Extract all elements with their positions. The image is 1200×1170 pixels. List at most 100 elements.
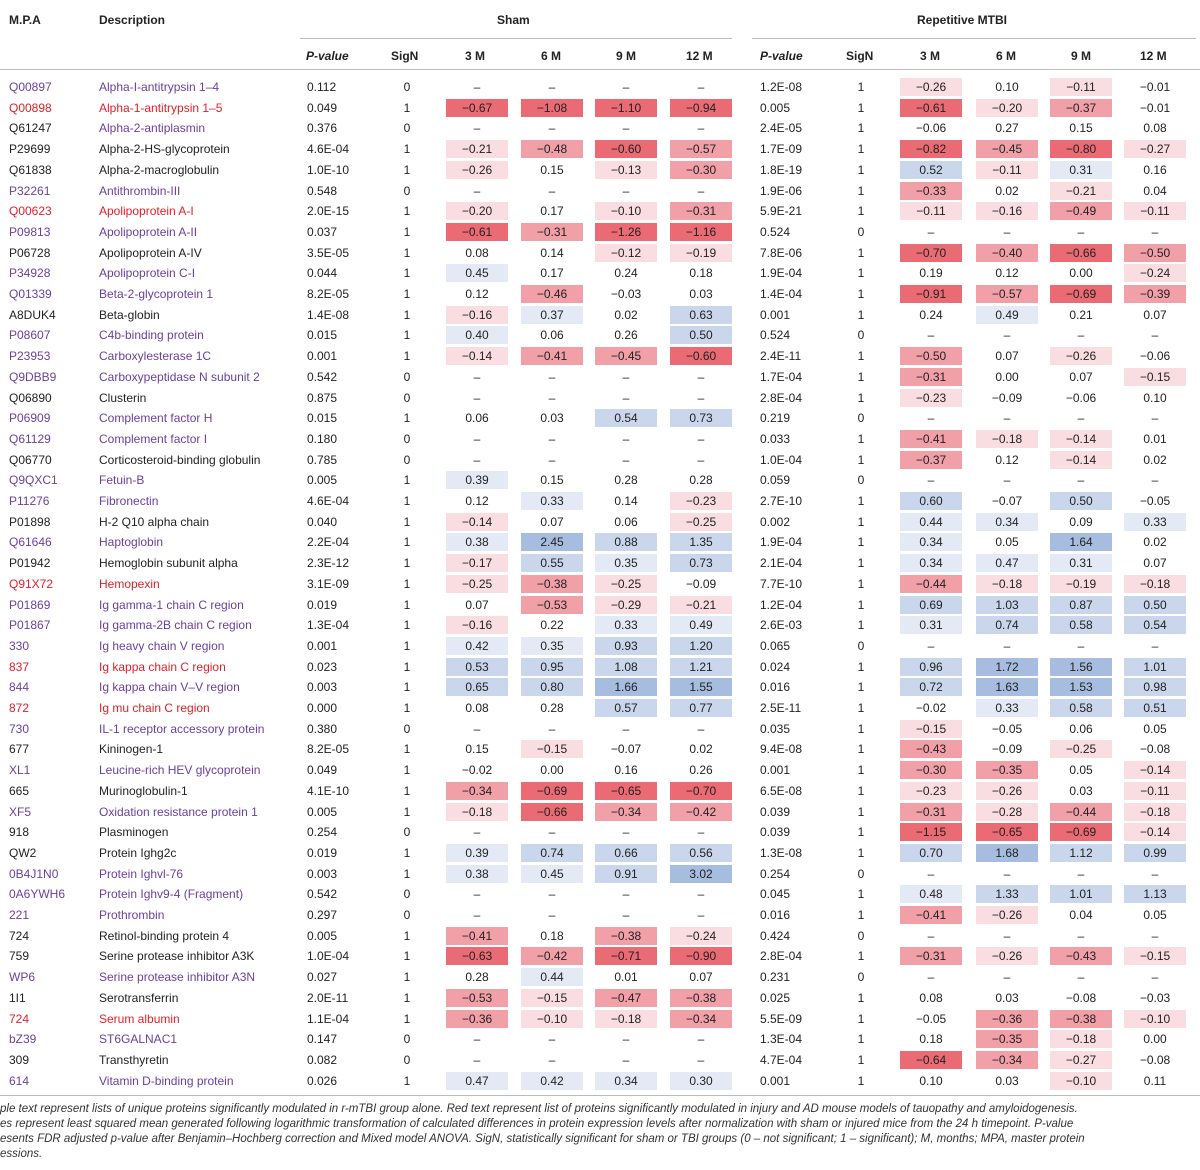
accession-id: 665 bbox=[9, 784, 30, 798]
sham-pvalue: 0.082 bbox=[307, 1053, 338, 1067]
sham-sign: 0 bbox=[403, 1053, 411, 1067]
accession-id: Q9QXC1 bbox=[9, 473, 58, 487]
tbi-value-9m: 0.04 bbox=[1069, 908, 1093, 922]
tbi-pvalue: 7.7E-10 bbox=[760, 577, 803, 591]
tbi-value-6m: – bbox=[1003, 328, 1011, 342]
tbi-value-3m: – bbox=[927, 411, 935, 425]
accession-id: 844 bbox=[9, 680, 30, 694]
tbi-sign: 1 bbox=[857, 1012, 865, 1026]
sham-sign: 0 bbox=[403, 432, 411, 446]
sham-value-3m: −0.67 bbox=[446, 99, 508, 117]
sham-value-12m: −0.42 bbox=[670, 803, 732, 821]
tbi-value-6m: 0.49 bbox=[976, 306, 1038, 324]
sham-value-6m: – bbox=[548, 1053, 556, 1067]
protein-description: Murinoglobulin-1 bbox=[99, 784, 188, 798]
tbi-sign: 1 bbox=[857, 121, 865, 135]
accession-id: 724 bbox=[9, 1012, 30, 1026]
col-header-description: Description bbox=[99, 13, 166, 27]
tbi-pvalue: 0.001 bbox=[760, 763, 791, 777]
tbi-value-6m: −0.09 bbox=[991, 391, 1023, 405]
tbi-value-12m: 0.99 bbox=[1124, 844, 1186, 862]
sham-value-3m: – bbox=[473, 887, 481, 901]
tbi-value-3m: −0.43 bbox=[900, 740, 962, 758]
sham-sign: 1 bbox=[403, 598, 411, 612]
protein-description: Leucine-rich HEV glycoprotein bbox=[99, 763, 261, 777]
sham-value-12m: 1.20 bbox=[670, 637, 732, 655]
sham-value-3m: −0.02 bbox=[461, 763, 493, 777]
accession-id: XL1 bbox=[9, 763, 31, 777]
sham-value-12m: −0.70 bbox=[670, 782, 732, 800]
sham-value-6m: 0.18 bbox=[540, 929, 564, 943]
tbi-pvalue: 0.524 bbox=[760, 225, 791, 239]
sham-value-3m: 0.38 bbox=[446, 533, 508, 551]
tbi-pvalue: 1.4E-04 bbox=[760, 287, 803, 301]
tbi-pvalue: 1.7E-09 bbox=[760, 142, 803, 156]
accession-id: P09813 bbox=[9, 225, 51, 239]
protein-description: Complement factor H bbox=[99, 411, 213, 425]
sham-value-9m: 0.35 bbox=[595, 554, 657, 572]
sham-value-3m: 0.08 bbox=[465, 246, 489, 260]
accession-id: Q61129 bbox=[9, 432, 51, 446]
protein-description: Serine protease inhibitor A3N bbox=[99, 970, 256, 984]
sham-value-12m: −0.94 bbox=[670, 99, 732, 117]
tbi-value-9m: −0.14 bbox=[1050, 451, 1112, 469]
protein-description: Serine protease inhibitor A3K bbox=[99, 949, 255, 963]
tbi-value-3m: −0.26 bbox=[900, 78, 962, 96]
tbi-value-6m: 0.74 bbox=[976, 616, 1038, 634]
sham-value-12m: 0.07 bbox=[689, 970, 713, 984]
tbi-sign: 1 bbox=[857, 142, 865, 156]
accession-id: P01898 bbox=[9, 515, 51, 529]
tbi-pvalue: 7.8E-06 bbox=[760, 246, 803, 260]
sham-value-3m: 0.39 bbox=[446, 844, 508, 862]
protein-description: Ig gamma-2B chain C region bbox=[99, 618, 252, 632]
accession-id: 872 bbox=[9, 701, 30, 715]
tbi-value-12m: −0.27 bbox=[1124, 140, 1186, 158]
tbi-value-3m: 0.52 bbox=[900, 161, 962, 179]
sham-pvalue: 2.2E-04 bbox=[307, 535, 350, 549]
sham-pvalue: 0.003 bbox=[307, 680, 338, 694]
tbi-value-3m: −0.91 bbox=[900, 285, 962, 303]
tbi-value-9m: 0.31 bbox=[1050, 161, 1112, 179]
sham-value-3m: 0.15 bbox=[465, 742, 489, 756]
sham-pvalue: 0.001 bbox=[307, 639, 338, 653]
protein-description: IL-1 receptor accessory protein bbox=[99, 722, 265, 736]
sham-value-12m: – bbox=[697, 825, 705, 839]
sham-value-12m: – bbox=[697, 1053, 705, 1067]
tbi-value-9m: – bbox=[1077, 411, 1085, 425]
tbi-value-3m: −0.41 bbox=[900, 430, 962, 448]
tbi-sign: 1 bbox=[857, 80, 865, 94]
sham-value-6m: −0.53 bbox=[521, 596, 583, 614]
tbi-value-3m: 0.70 bbox=[900, 844, 962, 862]
tbi-value-12m: −0.03 bbox=[1139, 991, 1171, 1005]
footnote-line: essions. bbox=[0, 1148, 43, 1160]
sham-value-9m: −0.60 bbox=[595, 140, 657, 158]
tbi-value-3m: −0.15 bbox=[900, 720, 962, 738]
tbi-value-9m: – bbox=[1077, 328, 1085, 342]
sham-pvalue: 8.2E-05 bbox=[307, 742, 350, 756]
tbi-value-9m: 0.15 bbox=[1069, 121, 1093, 135]
tbi-value-12m: 0.54 bbox=[1124, 616, 1186, 634]
sham-sign: 1 bbox=[403, 225, 411, 239]
sham-value-9m: −0.45 bbox=[595, 347, 657, 365]
sham-value-9m: – bbox=[622, 80, 630, 94]
col-header-sham-9m: 9 M bbox=[616, 49, 637, 63]
accession-id: P06909 bbox=[9, 411, 51, 425]
sham-value-12m: – bbox=[697, 1032, 705, 1046]
tbi-value-6m: 1.33 bbox=[976, 885, 1038, 903]
tbi-value-6m: −0.35 bbox=[976, 761, 1038, 779]
tbi-value-6m: −0.34 bbox=[976, 1051, 1038, 1069]
tbi-value-12m: 0.02 bbox=[1143, 535, 1167, 549]
tbi-value-12m: −0.01 bbox=[1139, 101, 1171, 115]
sham-value-9m: 1.66 bbox=[595, 678, 657, 696]
sham-value-3m: 0.28 bbox=[465, 970, 489, 984]
sham-value-9m: −0.71 bbox=[595, 947, 657, 965]
sham-value-6m: – bbox=[548, 825, 556, 839]
sham-value-6m: – bbox=[548, 1032, 556, 1046]
tbi-sign: 1 bbox=[857, 556, 865, 570]
sham-value-6m: – bbox=[548, 432, 556, 446]
tbi-value-12m: 0.50 bbox=[1124, 596, 1186, 614]
sham-sign: 1 bbox=[403, 308, 411, 322]
tbi-pvalue: 1.9E-06 bbox=[760, 184, 803, 198]
tbi-value-9m: −0.10 bbox=[1050, 1072, 1112, 1090]
col-header-sham-12m: 12 M bbox=[686, 49, 713, 63]
